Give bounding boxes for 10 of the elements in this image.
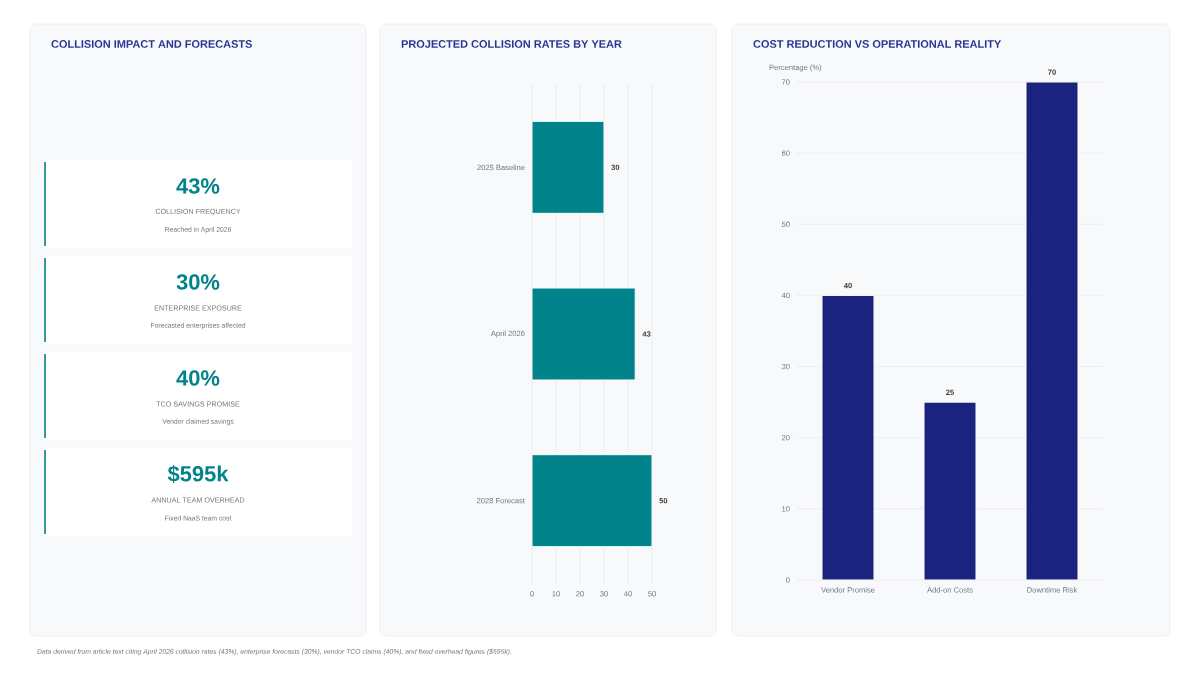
text: 40% — [176, 370, 220, 386]
text: 30% — [176, 274, 220, 290]
bar — [923, 401, 977, 580]
bar — [532, 120, 605, 214]
text: $595k — [167, 465, 229, 483]
bar — [532, 454, 653, 548]
bar — [1025, 81, 1079, 580]
bar — [821, 294, 875, 580]
bar — [532, 287, 636, 381]
text: 43% — [176, 178, 220, 194]
